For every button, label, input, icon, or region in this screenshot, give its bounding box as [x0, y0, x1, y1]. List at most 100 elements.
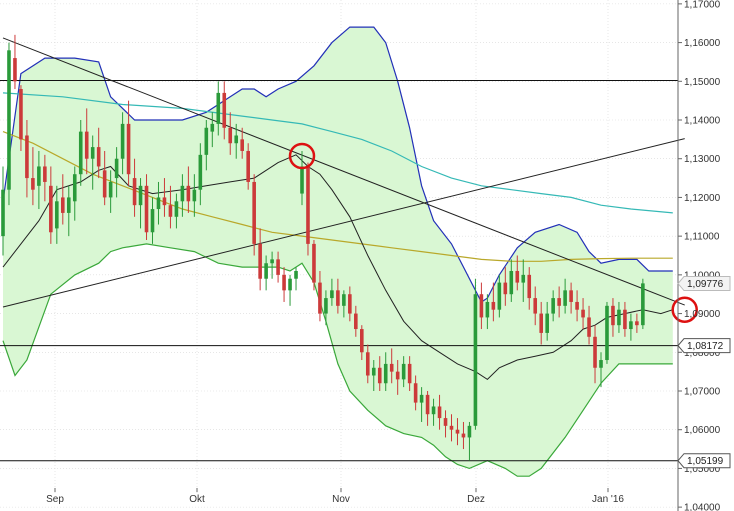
- candle-up: [294, 270, 298, 279]
- candle-up: [521, 274, 526, 283]
- candle-up: [90, 147, 95, 159]
- price-tag-box: [677, 338, 731, 354]
- candle-down: [360, 329, 364, 353]
- y-tick-label: 1,09000: [684, 309, 721, 320]
- candle-down: [318, 282, 322, 314]
- y-tick-label: 1,13000: [684, 154, 721, 165]
- y-tick-label: 1,16000: [684, 38, 721, 49]
- candle-up: [120, 123, 125, 159]
- candle-down: [240, 139, 244, 151]
- candle-down: [425, 394, 430, 415]
- upper-band-line: [2, 26, 673, 303]
- candle-up: [551, 298, 555, 314]
- candle-down: [479, 294, 484, 318]
- price-tag-label: 1,09776: [687, 279, 724, 290]
- candle-up: [72, 174, 77, 202]
- candle-down: [611, 305, 615, 326]
- price-tag-label: 1,08172: [687, 341, 724, 352]
- candle-up: [485, 301, 490, 318]
- candle-down: [102, 170, 107, 198]
- candle-down: [503, 282, 508, 295]
- candle-up: [198, 154, 203, 190]
- candle-down: [252, 181, 256, 244]
- trendline-0: [2, 37, 685, 306]
- candle-up: [216, 92, 221, 124]
- candle-down: [365, 352, 370, 376]
- circle-markers: [288, 142, 698, 323]
- candle-down: [246, 150, 250, 182]
- candle-down: [389, 363, 394, 372]
- marker-circle-0: [288, 142, 316, 170]
- marker-circle-1: [671, 296, 698, 323]
- y-tick-label: 1,17000: [684, 0, 721, 10]
- candle-up: [473, 294, 478, 426]
- candle-up: [629, 321, 633, 330]
- candle-down: [132, 178, 137, 206]
- candle-up: [210, 123, 215, 132]
- y-tick-label: 1,07000: [684, 386, 721, 397]
- candle-down: [43, 166, 47, 182]
- x-tick-label: Sep: [46, 494, 64, 505]
- ma-olive-line: [2, 131, 673, 262]
- candle-up: [324, 298, 328, 314]
- candle-up: [371, 367, 376, 376]
- x-tick-label: Nov: [332, 494, 350, 505]
- candle-up: [7, 50, 11, 190]
- price-tag-label: 1,05199: [687, 456, 724, 467]
- candle-down: [276, 259, 280, 275]
- candle-down: [449, 425, 454, 430]
- candle-down: [461, 433, 466, 438]
- candle-up: [617, 309, 621, 326]
- candle-down: [527, 274, 532, 299]
- candle-down: [31, 178, 35, 190]
- candle-down: [144, 185, 149, 233]
- candle-down: [635, 321, 639, 326]
- lower-band-line: [2, 243, 673, 477]
- band-fill: [3, 27, 673, 477]
- candle-up: [288, 278, 292, 291]
- candle-down: [312, 243, 316, 283]
- y-tick-label: 1,06000: [684, 425, 721, 436]
- candle-up: [563, 290, 567, 306]
- candle-down: [84, 131, 89, 159]
- candle-down: [228, 127, 233, 144]
- candle-up: [342, 294, 346, 306]
- candlesticks: [1, 34, 645, 461]
- axes: 1,17000 1,16000 1,15000 1,14000 1,13000 1,120…: [46, 0, 721, 511]
- candle-up: [174, 201, 179, 217]
- candle-down: [491, 301, 496, 310]
- candle-up: [497, 282, 502, 310]
- candle-down: [407, 363, 412, 384]
- candle-down: [581, 309, 585, 318]
- candle-down: [569, 290, 573, 302]
- candle-up: [78, 131, 83, 175]
- candle-up: [138, 185, 143, 206]
- candle-up: [545, 313, 549, 333]
- candle-up: [419, 394, 424, 403]
- candle-down: [557, 298, 561, 306]
- candle-up: [467, 425, 472, 438]
- candle-up: [300, 166, 304, 194]
- y-tick-label: 1,15000: [684, 77, 721, 88]
- candle-up: [114, 158, 119, 179]
- candle-up: [37, 166, 41, 186]
- candle-down: [443, 418, 448, 426]
- candle-down: [395, 371, 400, 380]
- candle-down: [575, 301, 579, 310]
- candle-down: [49, 185, 53, 233]
- candle-down: [186, 185, 191, 202]
- candle-up: [66, 197, 71, 213]
- candle-down: [593, 336, 597, 368]
- candle-down: [222, 92, 227, 128]
- candle-up: [270, 259, 274, 264]
- candle-down: [354, 313, 358, 330]
- candle-down: [96, 147, 101, 167]
- y-tick-label: 1,05000: [684, 464, 721, 475]
- x-tick-label: Jan '16: [592, 494, 624, 505]
- candle-down: [348, 294, 352, 314]
- candle-up: [330, 290, 334, 299]
- y-tick-label: 1,14000: [684, 116, 721, 127]
- candle-down: [413, 383, 418, 403]
